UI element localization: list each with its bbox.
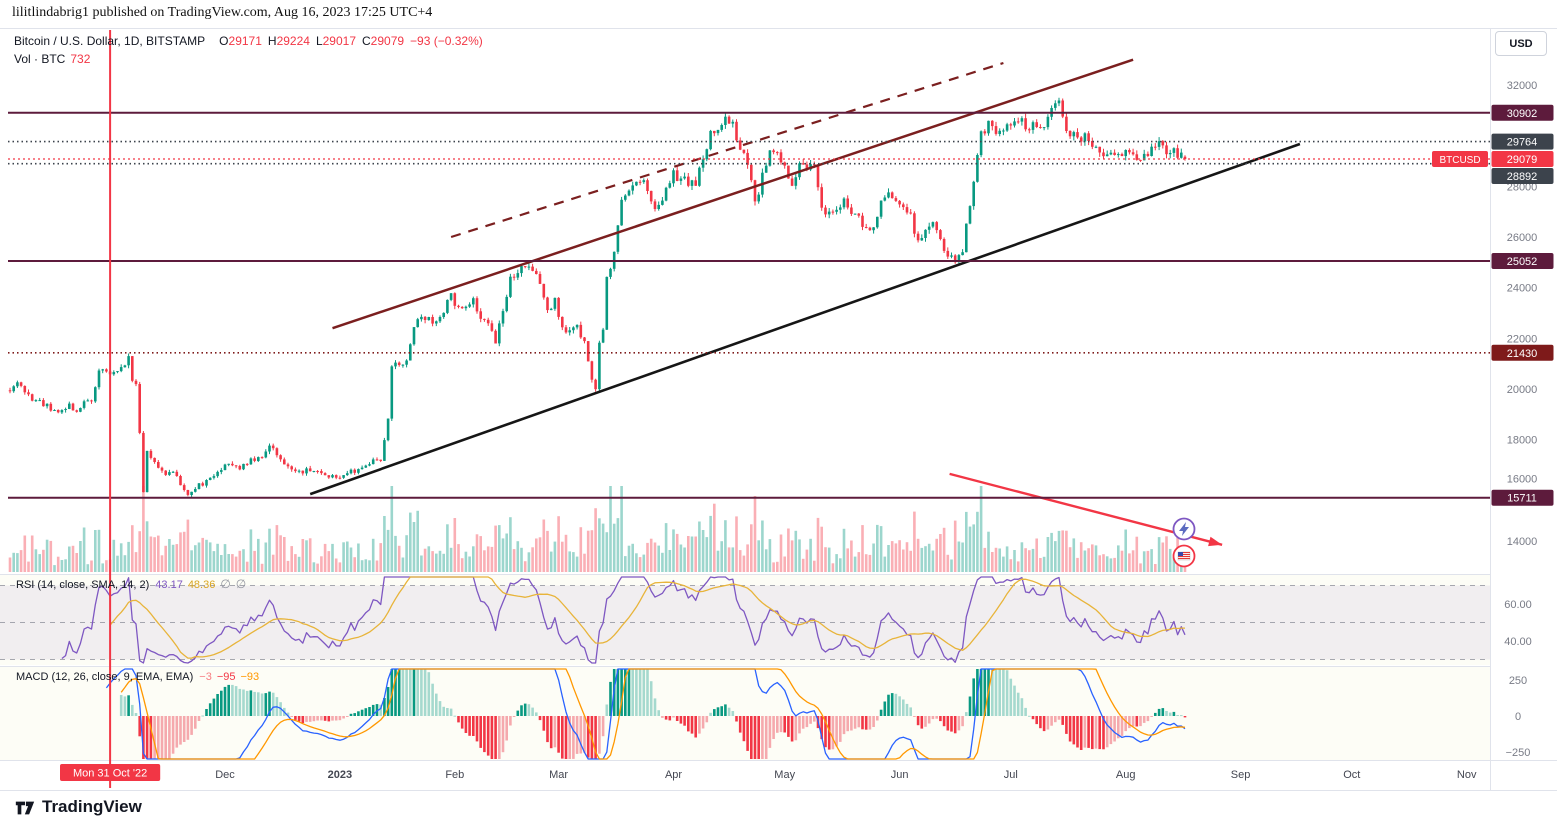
change-value: −93 (−0.32%) — [410, 34, 483, 48]
event-date-badge — [60, 764, 161, 781]
ohlc-close-label: C — [362, 34, 371, 48]
svg-text:Mon 31 Oct '22: Mon 31 Oct '22 — [73, 768, 147, 780]
svg-text:Jul: Jul — [1004, 769, 1018, 781]
ohlc-close-value: 29079 — [370, 34, 405, 48]
svg-text:20000: 20000 — [1507, 384, 1538, 396]
symbol-price-badge — [1432, 151, 1488, 167]
rsi-sma-line — [109, 576, 1185, 659]
symbol-header[interactable]: Bitcoin / U.S. Dollar, 1D, BITSTAMP O2917… — [14, 34, 483, 48]
ind-layer — [61, 576, 1187, 760]
support-line — [309, 142, 1301, 496]
svg-text:250: 250 — [1509, 675, 1527, 687]
bottom-brand-bar: TradingView — [0, 791, 1557, 823]
svg-text:2023: 2023 — [328, 769, 352, 781]
rsi-value: 43.17 — [155, 579, 183, 591]
ohlc-high-value: 29224 — [276, 34, 310, 48]
tradingview-wordmark[interactable]: TradingView — [42, 797, 142, 816]
svg-text:0: 0 — [1515, 711, 1521, 723]
svg-text:18000: 18000 — [1507, 435, 1538, 447]
svg-text:30902: 30902 — [1507, 108, 1538, 120]
svg-text:−250: −250 — [1506, 747, 1531, 759]
volume-readout: Vol · BTC 732 — [14, 52, 90, 66]
volume-value: 732 — [70, 52, 91, 66]
svg-text:Jun: Jun — [891, 769, 909, 781]
svg-text:21430: 21430 — [1507, 348, 1538, 360]
svg-text:BTCUSD: BTCUSD — [1439, 155, 1480, 166]
svg-text:Nov: Nov — [1457, 769, 1477, 781]
symbol-title[interactable]: Bitcoin / U.S. Dollar, 1D, BITSTAMP — [14, 34, 206, 48]
svg-text:May: May — [774, 769, 795, 781]
svg-text:26000: 26000 — [1507, 232, 1538, 244]
rsi-indicator-title[interactable]: RSI (14, close, SMA, 14, 2) — [16, 579, 150, 591]
svg-text:Dec: Dec — [215, 769, 235, 781]
svg-text:Mar: Mar — [549, 769, 568, 781]
channel-mid-dashed — [450, 61, 1004, 239]
svg-text:16000: 16000 — [1507, 473, 1538, 485]
ohlc-high-label: H — [267, 34, 277, 48]
svg-text:32000: 32000 — [1507, 80, 1538, 92]
macd-signal-line — [120, 668, 1186, 760]
rsi-label-row[interactable]: RSI (14, close, SMA, 14, 2) 43.17 48.36 ∅ ∅ — [16, 577, 251, 591]
rsi-sma-value: 48.36 — [187, 579, 216, 591]
ohlc-low-value: 29017 — [322, 34, 356, 48]
svg-text:Apr: Apr — [665, 769, 682, 781]
axis-layer: 32000 28000 26000 24000 22000 20000 18000 16000… — [0, 28, 1557, 791]
svg-text:14000: 14000 — [1507, 536, 1538, 548]
macd-indicator-title[interactable]: MACD (12, 26, close, 9, EMA, EMA) — [16, 671, 194, 683]
svg-text:29764: 29764 — [1507, 137, 1538, 149]
lines-layer — [8, 58, 1490, 547]
svg-text:24000: 24000 — [1507, 283, 1538, 295]
svg-text:29079: 29079 — [1507, 154, 1538, 166]
svg-text:22000: 22000 — [1507, 333, 1538, 345]
ohlc-open-value: 29171 — [228, 34, 262, 48]
svg-text:25052: 25052 — [1507, 256, 1538, 268]
indicator-settings-icon[interactable]: ∅ — [235, 577, 247, 591]
publish-bar: lilitlindabrig1 published on TradingView… — [0, 0, 1557, 28]
svg-text:Sep: Sep — [1231, 769, 1251, 781]
indicator-hide-icon[interactable]: ∅ — [220, 577, 231, 591]
macd-hist-value: −3 — [199, 671, 212, 683]
svg-text:Feb: Feb — [445, 769, 464, 781]
currency-toggle-button[interactable]: USD — [1495, 31, 1547, 56]
macd-line-value: −95 — [216, 671, 236, 683]
svg-text:Oct: Oct — [1343, 769, 1360, 781]
svg-text:40.00: 40.00 — [1504, 636, 1532, 648]
svg-text:Aug: Aug — [1116, 769, 1136, 781]
svg-text:60.00: 60.00 — [1504, 599, 1532, 611]
macd-label-row[interactable]: MACD (12, 26, close, 9, EMA, EMA) −3 −95 −9… — [16, 671, 264, 683]
volume-label: Vol · BTC — [14, 52, 66, 66]
bg-layer — [0, 28, 1557, 791]
svg-text:28000: 28000 — [1507, 181, 1538, 193]
rsi-line — [61, 576, 1186, 664]
ohlc-low-label: L — [315, 34, 323, 48]
svg-text:28892: 28892 — [1507, 171, 1538, 183]
ohlc-open-label: O — [219, 34, 229, 48]
top-layer: Mon 31 Oct '22 — [60, 30, 1196, 788]
macd-signal-value: −93 — [240, 671, 260, 683]
publish-text: lilitlindabrig1 published on TradingView… — [12, 5, 433, 20]
tradingview-logo-icon[interactable] — [14, 797, 36, 819]
svg-text:15711: 15711 — [1507, 493, 1537, 505]
channel-top — [332, 58, 1134, 330]
